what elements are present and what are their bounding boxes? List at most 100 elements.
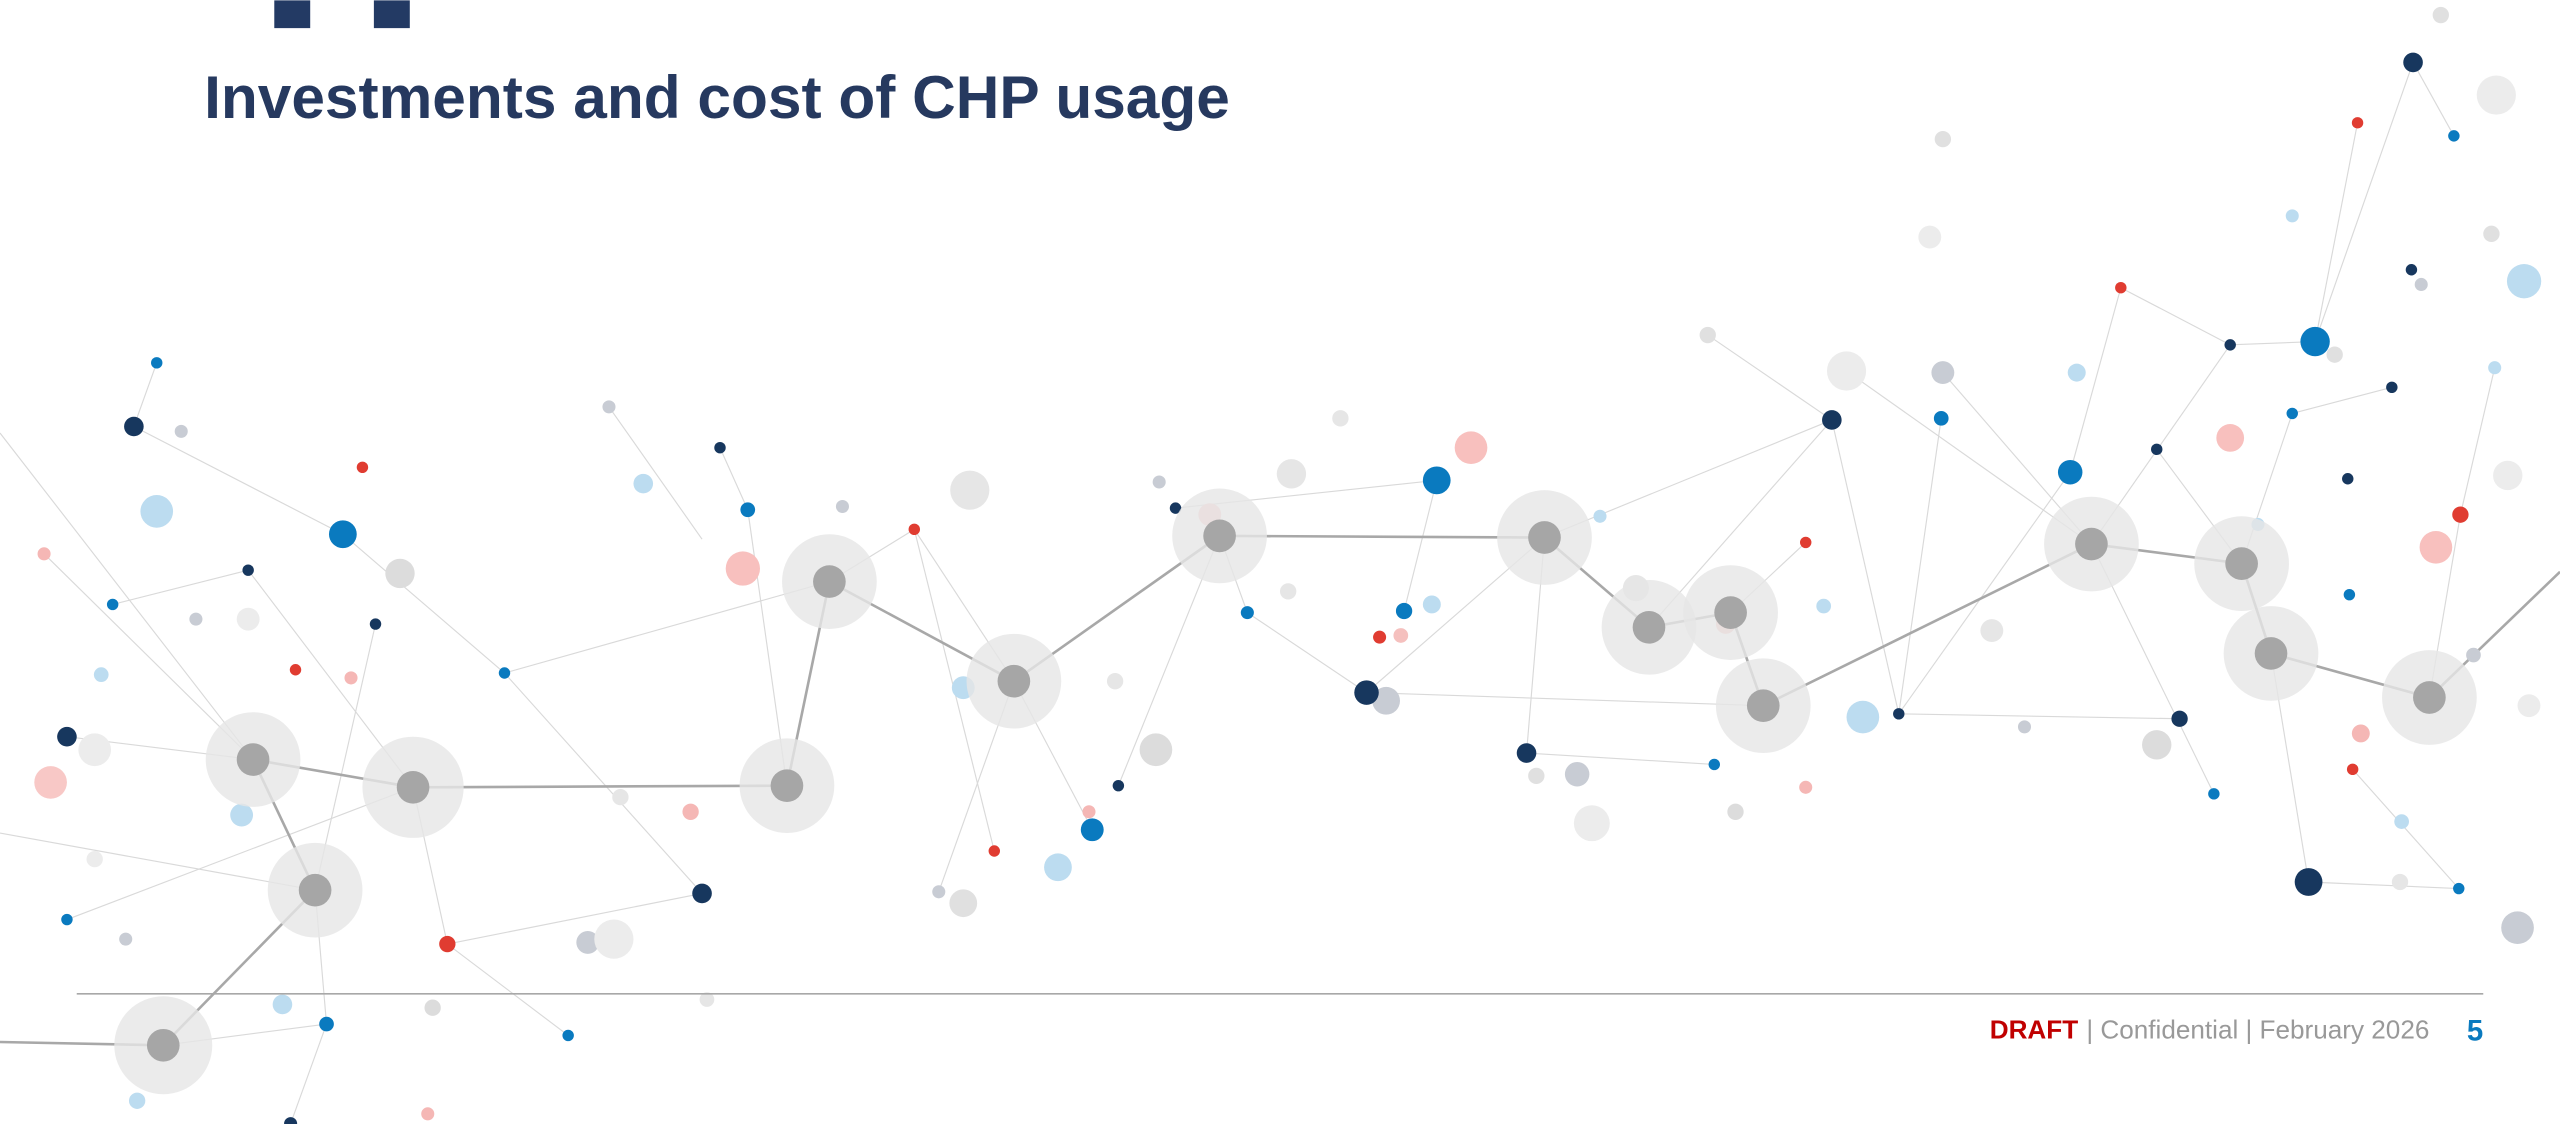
- logo-bar: [374, 0, 410, 28]
- network-node: [370, 618, 381, 629]
- network-node: [1800, 537, 1811, 548]
- network-node: [242, 564, 253, 575]
- network-node: [2452, 506, 2468, 522]
- network-node: [2501, 911, 2534, 944]
- network-node: [2344, 589, 2355, 600]
- network-node: [836, 500, 849, 513]
- network-edge: [1708, 335, 1832, 420]
- network-node: [1354, 680, 1378, 704]
- network-node: [1727, 804, 1743, 820]
- network-node: [2115, 282, 2126, 293]
- network-node: [1847, 701, 1880, 734]
- network-node: [2216, 424, 2244, 452]
- network-node: [290, 664, 301, 675]
- network-edge: [413, 786, 787, 788]
- network-node: [2386, 382, 2397, 393]
- network-node: [771, 769, 804, 802]
- network-node: [299, 874, 332, 907]
- network-node: [397, 771, 430, 804]
- network-node: [94, 667, 109, 682]
- network-node: [682, 804, 698, 820]
- page-number: 5: [2467, 1014, 2483, 1047]
- network-node: [562, 1030, 573, 1041]
- network-edge: [609, 407, 702, 539]
- network-node: [189, 613, 202, 626]
- network-node: [1714, 596, 1747, 629]
- network-node: [147, 1029, 180, 1062]
- network-node: [421, 1107, 434, 1120]
- network-node: [329, 520, 357, 548]
- network-node: [633, 474, 653, 494]
- network-node: [78, 733, 111, 766]
- network-edge: [2353, 769, 2459, 888]
- network-node: [2342, 473, 2353, 484]
- network-small-nodes: [34, 7, 2541, 1124]
- network-node: [1980, 619, 2003, 642]
- network-node: [1517, 743, 1537, 763]
- network-edge: [1404, 480, 1437, 611]
- network-node: [2352, 724, 2370, 742]
- network-node: [2295, 868, 2323, 896]
- slide: Investments and cost of CHP usage DRAFT|…: [0, 0, 2560, 1124]
- network-node: [1822, 410, 1842, 430]
- network-node: [1709, 759, 1720, 770]
- network-node: [998, 665, 1031, 698]
- network-node: [1528, 768, 1544, 784]
- network-node: [1574, 805, 1610, 841]
- network-node: [612, 789, 628, 805]
- network-node: [2018, 720, 2031, 733]
- network-node: [1203, 520, 1236, 553]
- network-node: [1816, 599, 1831, 614]
- network-node: [2453, 883, 2464, 894]
- network-node: [1700, 327, 1716, 343]
- network-node: [2347, 764, 2358, 775]
- network-node: [1396, 603, 1412, 619]
- network-node: [602, 400, 615, 413]
- network-node: [2415, 278, 2428, 291]
- network-hubs: [114, 489, 2476, 1095]
- network-node: [1082, 805, 1095, 818]
- network-node: [2433, 7, 2449, 23]
- network-node: [2477, 75, 2516, 114]
- network-node: [1423, 466, 1451, 494]
- network-node: [1423, 595, 1441, 613]
- network-node: [1935, 131, 1951, 147]
- network-edge: [447, 893, 702, 944]
- network-edge: [1899, 714, 2180, 719]
- network-node: [87, 851, 103, 867]
- network-node: [2075, 528, 2108, 561]
- network-node: [357, 462, 368, 473]
- network-node: [2171, 711, 2187, 727]
- network-edge: [1220, 536, 1545, 538]
- network-node: [499, 667, 510, 678]
- network-edge: [2315, 123, 2357, 342]
- network-node: [909, 524, 920, 535]
- network-edge: [0, 833, 315, 890]
- network-node: [2488, 361, 2501, 374]
- network-node: [813, 565, 846, 598]
- network-edge: [1899, 418, 1941, 714]
- network-edge: [720, 448, 748, 510]
- network-node: [2151, 444, 2162, 455]
- network-edge: [1527, 753, 1715, 764]
- network-faint-edges: [0, 62, 2495, 1123]
- network-node: [1277, 459, 1306, 488]
- network-edge: [1832, 420, 1899, 714]
- network-node: [2394, 814, 2409, 829]
- network-node: [34, 766, 67, 799]
- network-node: [1931, 361, 1954, 384]
- network-node: [140, 495, 173, 528]
- network-edge: [504, 582, 829, 673]
- network-node: [1918, 226, 1941, 249]
- network-edge: [504, 673, 702, 893]
- network-node: [237, 608, 260, 631]
- draft-label: DRAFT: [1990, 1015, 2079, 1045]
- network-node: [424, 1000, 440, 1016]
- network-node: [1140, 733, 1173, 766]
- network-node: [129, 1093, 145, 1109]
- network-edge: [0, 433, 253, 760]
- network-node: [284, 1117, 297, 1124]
- network-node: [273, 995, 293, 1015]
- network-edge: [343, 534, 505, 673]
- network-node: [1528, 521, 1561, 554]
